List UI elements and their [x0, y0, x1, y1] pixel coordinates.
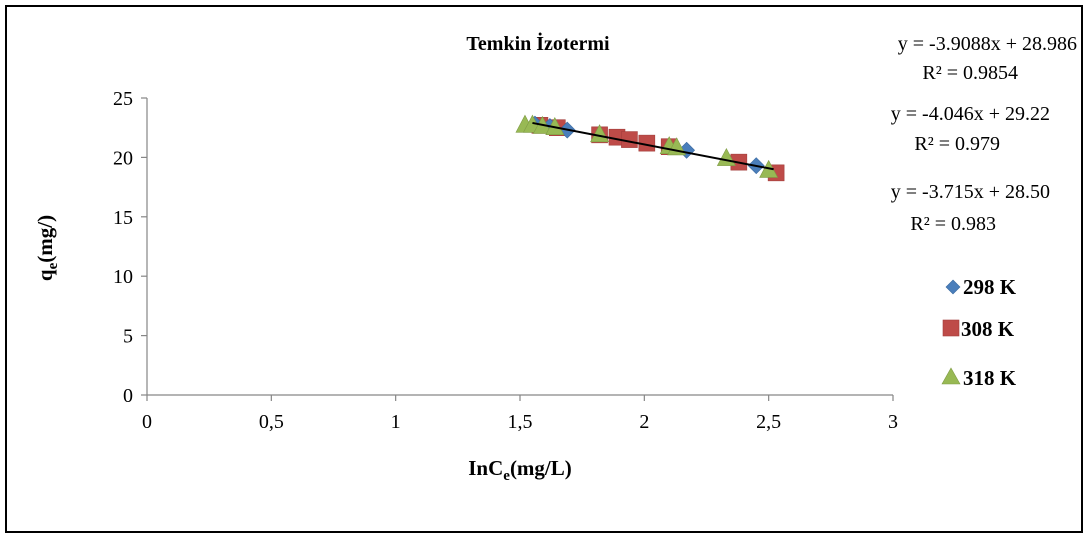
x-tick-label: 1,5 [508, 411, 533, 433]
y-tick-label: 20 [113, 147, 133, 169]
legend-label-298: 298 K [963, 275, 1017, 299]
chart-frame [5, 5, 1083, 533]
legend-marker-298 [945, 279, 961, 295]
x-tick-label: 0 [142, 411, 152, 433]
equation-3: y = -3.715x + 28.50 [891, 181, 1050, 203]
equation-1: y = -3.9088x + 28.986 [898, 33, 1077, 55]
legend-label-318: 318 K [963, 366, 1017, 390]
x-tick-label: 1 [391, 411, 401, 433]
y-tick-label: 15 [113, 207, 133, 229]
y-tick-label: 5 [123, 326, 133, 348]
x-tick-label: 3 [888, 411, 898, 433]
r2-1: R² = 0.9854 [922, 62, 1018, 84]
r2-2: R² = 0.979 [914, 133, 1000, 155]
x-ticks: 0 0,5 1 1,5 2 2,5 3 [142, 395, 898, 433]
y-tick-label: 10 [113, 266, 133, 288]
legend-marker-318 [941, 367, 961, 385]
x-tick-label: 2,5 [756, 411, 781, 433]
trendline-line [532, 121, 774, 171]
chart-title: Temkin İzotermi [466, 31, 610, 55]
r2-3: R² = 0.983 [910, 213, 996, 235]
axes [146, 98, 893, 396]
legend-marker-308 [942, 319, 960, 337]
legend: 298 K 308 K 318 K [941, 275, 1017, 390]
x-axis-title: InCe(mg/L) [468, 456, 572, 484]
y-tick-label: 0 [123, 385, 133, 407]
legend-label-308: 308 K [961, 317, 1015, 341]
y-axis-title: qe(mg/) [33, 215, 61, 281]
data-points [515, 114, 785, 182]
equation-2: y = -4.046x + 29.22 [891, 103, 1050, 125]
x-tick-label: 2 [639, 411, 649, 433]
trendline [532, 121, 774, 171]
y-tick-label: 25 [113, 88, 133, 110]
x-tick-label: 0,5 [259, 411, 284, 433]
y-ticks: 0 5 10 15 20 25 [113, 88, 147, 407]
